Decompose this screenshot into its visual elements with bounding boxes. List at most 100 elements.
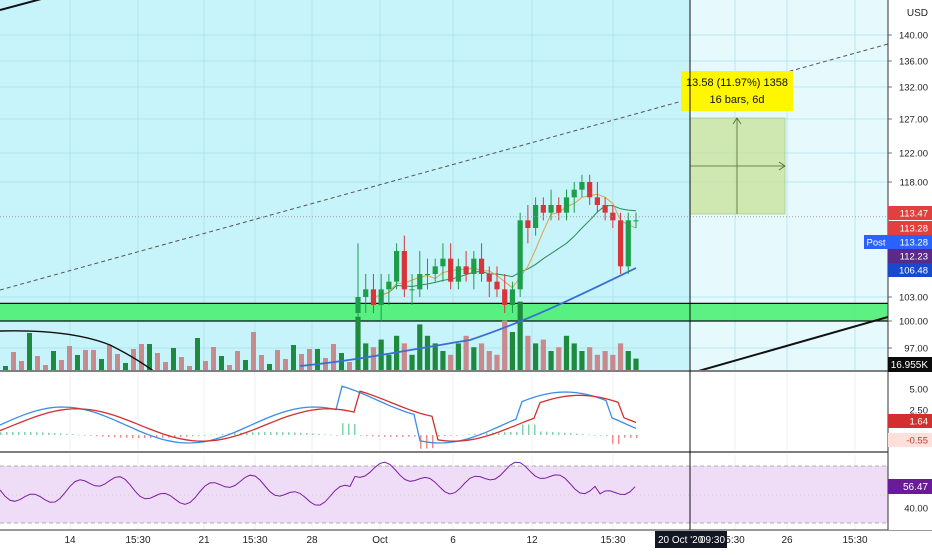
volume-bar-early-34: [275, 350, 280, 370]
macd-hist-bar-35: [210, 434, 212, 436]
volume-bar-early-31: [251, 332, 256, 370]
volume-bar-early-0: [3, 366, 8, 370]
volume-bar-6: [401, 343, 407, 370]
macd-hist-bar-44: [264, 431, 266, 435]
candle-body-26: [556, 205, 562, 213]
green-moving-average: [381, 205, 637, 296]
price-tick-label-8: 97.00: [904, 344, 928, 355]
macd-hist-bar-0: [0, 432, 2, 435]
macd-hist-bar-16: [96, 435, 98, 437]
volume-bars-early: [3, 332, 352, 370]
volume-bar-early-4: [35, 356, 40, 370]
time-label-2: 21: [198, 535, 210, 546]
candle-body-17: [486, 274, 492, 282]
volume-bar-early-37: [299, 354, 304, 370]
macd-hist-bar-27: [162, 435, 164, 438]
macd-signal-line: [0, 390, 637, 442]
macd-hist-bar-100: [600, 435, 602, 436]
volume-bar-14: [463, 335, 469, 370]
volume-bar-early-15: [123, 363, 128, 370]
volume-bar-7: [409, 354, 415, 370]
macd-hist-bar-13: [78, 434, 80, 436]
macd-hist-bar-96: [576, 433, 578, 435]
candle-body-21: [517, 220, 523, 290]
macd-hist-bar-67: [402, 435, 404, 437]
macd-hist-bar-102: [612, 435, 614, 444]
price-tick-label-3: 127.00: [899, 115, 928, 126]
volume-bar-early-19: [155, 353, 160, 370]
long-ma-curve: [0, 330, 154, 370]
support-zone[interactable]: [0, 303, 888, 321]
candle-body-9: [424, 274, 431, 275]
crosshair-time-tag: 20 Oct '20 09:30: [655, 531, 727, 548]
rsi-band: [0, 466, 888, 523]
price-tag-text-0: 113.47: [900, 209, 928, 220]
price-tag-label-2: Post: [866, 238, 885, 249]
macd-hist-bar-55: [330, 434, 332, 436]
candle-body-36: [633, 220, 639, 222]
candle-body-15: [471, 258, 477, 274]
trend-line-top-left[interactable]: [0, 0, 60, 11]
macd-hist-bar-52: [312, 433, 314, 435]
macd-hist-bar-49: [294, 432, 296, 435]
candle-body-0: [355, 297, 361, 313]
volume-bar-early-36: [291, 345, 296, 370]
macd-hist-bar-23: [138, 435, 140, 439]
volume-bar-8: [417, 324, 423, 370]
macd-hist-bar-45: [270, 431, 272, 435]
time-label-7: 12: [526, 535, 538, 546]
macd-hist-bar-51: [306, 433, 308, 435]
macd-hist-bar-15: [90, 435, 92, 436]
macd-hist-bar-19: [114, 435, 116, 438]
macd-hist-bar-33: [198, 435, 200, 436]
volume-bar-21: [517, 301, 523, 370]
rsi-tick-label-0: 40.00: [904, 504, 928, 515]
price-tag-bg-0: [888, 206, 932, 220]
volume-bar-early-8: [67, 346, 72, 370]
solid-trend-line[interactable]: [695, 316, 888, 372]
macd-axis-ticks: 5.00 2.50: [910, 385, 929, 417]
candle-body-34: [617, 220, 624, 267]
macd-hist-bar-65: [390, 435, 392, 437]
volume-bar-early-18: [147, 344, 152, 370]
candle-body-25: [548, 205, 554, 213]
volume-bar-early-5: [43, 365, 48, 370]
crosshair-date-text: 20 Oct '20: [658, 535, 704, 546]
volume-bar-early-29: [235, 351, 240, 370]
volume-bar-9: [424, 335, 431, 370]
price-tag-text-4: 106.48: [899, 266, 928, 277]
macd-hist-bar-32: [192, 435, 194, 437]
macd-hist-bar-54: [324, 434, 326, 435]
macd-hist-bar-18: [108, 435, 110, 437]
macd-hist-bar-43: [258, 432, 260, 435]
macd-hist-bar-68: [408, 435, 410, 437]
rsi-tag: 56.47: [888, 479, 932, 494]
volume-bar-early-11: [91, 350, 96, 370]
price-axis-ticks: 140.00 136.00 132.00 127.00 122.00 118.00 103.…: [888, 31, 928, 355]
volume-bar-19: [502, 320, 508, 370]
macd-hist-bar-75: [450, 435, 452, 436]
macd-hist-bar-66: [396, 435, 398, 437]
macd-hist-bar-41: [246, 432, 248, 435]
macd-hist-bar-26: [156, 435, 158, 438]
measure-tool[interactable]: 13.58 (11.97%) 1358 16 bars, 6d: [681, 71, 793, 215]
macd-hist-bar-91: [546, 431, 548, 435]
measure-label-box: [681, 71, 793, 111]
macd-hist-bar-87: [522, 424, 524, 435]
macd-tag-text-1: -0.55: [906, 436, 928, 447]
volume-bar-early-40: [323, 358, 328, 370]
volume-bar-31: [594, 354, 600, 370]
macd-tag-bg-1: [888, 433, 932, 447]
candle-body-16: [478, 258, 485, 274]
rsi-line: [0, 461, 636, 506]
macd-hist-bar-24: [144, 435, 146, 439]
macd-hist-bar-62: [372, 435, 374, 437]
volume-bar-0: [355, 316, 361, 370]
macd-hist-bar-7: [42, 432, 44, 435]
candle-body-6: [401, 251, 407, 290]
macd-hist-bar-36: [216, 434, 218, 435]
macd-pane[interactable]: [0, 373, 888, 450]
volume-bar-10: [432, 343, 438, 370]
